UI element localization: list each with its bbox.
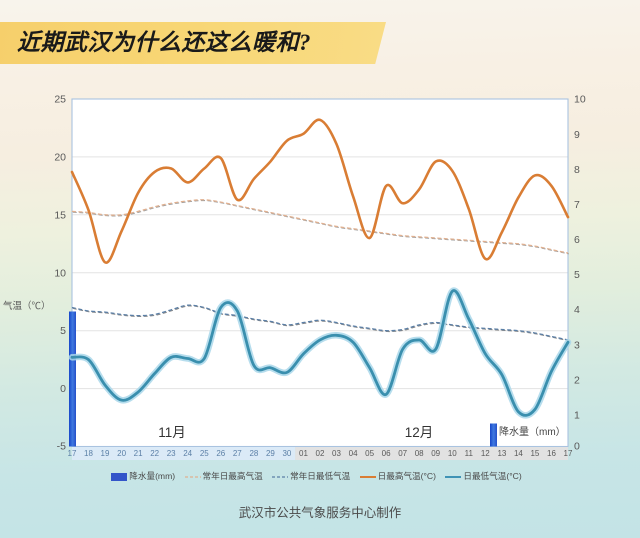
svg-text:16: 16 — [547, 449, 556, 458]
svg-text:0: 0 — [60, 383, 66, 395]
svg-text:3: 3 — [574, 339, 580, 351]
svg-text:20: 20 — [117, 449, 126, 458]
svg-text:13: 13 — [497, 449, 506, 458]
svg-text:01: 01 — [299, 449, 308, 458]
svg-text:29: 29 — [266, 449, 275, 458]
svg-text:07: 07 — [398, 449, 407, 458]
svg-text:27: 27 — [233, 449, 242, 458]
svg-text:15: 15 — [54, 209, 66, 221]
svg-text:21: 21 — [134, 449, 143, 458]
svg-text:1: 1 — [574, 409, 580, 421]
svg-text:9: 9 — [574, 129, 580, 141]
svg-text:14: 14 — [514, 449, 523, 458]
svg-text:7: 7 — [574, 199, 580, 211]
svg-text:24: 24 — [183, 449, 192, 458]
svg-text:18: 18 — [84, 449, 93, 458]
svg-text:-5: -5 — [57, 441, 66, 453]
svg-text:05: 05 — [365, 449, 374, 458]
svg-text:5: 5 — [574, 269, 580, 281]
svg-text:10: 10 — [574, 94, 586, 106]
svg-text:02: 02 — [316, 449, 325, 458]
svg-text:10: 10 — [448, 449, 457, 458]
svg-text:17: 17 — [68, 449, 77, 458]
svg-text:08: 08 — [415, 449, 424, 458]
svg-text:26: 26 — [216, 449, 225, 458]
svg-text:11: 11 — [465, 449, 474, 458]
svg-text:8: 8 — [574, 164, 580, 176]
svg-text:12月: 12月 — [405, 425, 434, 440]
svg-text:15: 15 — [530, 449, 539, 458]
svg-text:03: 03 — [332, 449, 341, 458]
svg-text:09: 09 — [431, 449, 440, 458]
svg-text:25: 25 — [54, 94, 66, 106]
svg-text:6: 6 — [574, 234, 580, 246]
svg-text:12: 12 — [481, 449, 490, 458]
svg-text:20: 20 — [54, 151, 66, 163]
svg-text:06: 06 — [382, 449, 391, 458]
svg-text:11月: 11月 — [158, 425, 186, 440]
svg-text:0: 0 — [574, 441, 580, 453]
svg-text:4: 4 — [574, 304, 580, 316]
svg-text:28: 28 — [249, 449, 258, 458]
svg-text:30: 30 — [282, 449, 291, 458]
svg-text:5: 5 — [60, 325, 66, 337]
svg-text:23: 23 — [167, 449, 176, 458]
svg-text:降水量（mm）: 降水量（mm） — [499, 425, 566, 438]
svg-text:2: 2 — [574, 374, 580, 386]
svg-text:17: 17 — [564, 449, 573, 458]
svg-text:10: 10 — [54, 267, 66, 279]
svg-text:19: 19 — [101, 449, 110, 458]
svg-text:25: 25 — [200, 449, 209, 458]
svg-text:04: 04 — [349, 449, 358, 458]
svg-text:22: 22 — [150, 449, 159, 458]
